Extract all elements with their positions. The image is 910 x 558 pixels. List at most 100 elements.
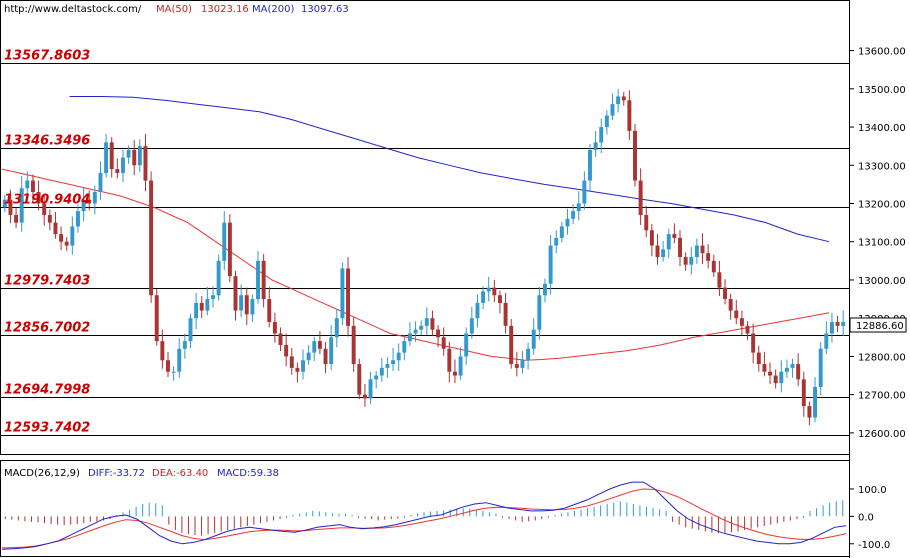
candle-body (509, 325, 514, 365)
candle-body (424, 318, 429, 326)
candle-body (205, 299, 210, 311)
candle-body (694, 245, 699, 258)
candle-body (818, 348, 823, 388)
candle-body (835, 322, 840, 326)
candle-body (154, 295, 159, 342)
candle-body (481, 291, 486, 303)
candle-body (661, 249, 666, 258)
candle-body (604, 115, 609, 128)
macd-dea-line (1, 488, 847, 549)
macd-value: MACD:59.38 (217, 468, 279, 479)
candle-body (53, 222, 58, 235)
candle-body (419, 325, 424, 330)
candle-body (649, 230, 654, 246)
candle-body (700, 245, 705, 254)
candle-body (559, 226, 564, 238)
candle-body (520, 360, 525, 368)
candle-body (362, 394, 367, 399)
ma200-line (69, 96, 830, 243)
candle-body (768, 371, 773, 376)
price-axis: 13600.00 13500.00 13400.00 13300.00 13200.00… (849, 47, 906, 440)
candle-body (329, 337, 334, 365)
candle-body (25, 180, 30, 189)
candle-body (351, 325, 356, 365)
candle-body (312, 341, 317, 353)
candle-body (374, 375, 379, 380)
ma200-value: 13097.63 (301, 4, 349, 15)
candle-body (42, 203, 47, 215)
candle-body (87, 199, 92, 204)
candle-body (531, 329, 536, 349)
ma200-label: MA(200) (252, 4, 294, 15)
candle-body (194, 302, 199, 319)
candle-body (543, 283, 547, 296)
source-url: http://www.deltastock.com/ (4, 4, 142, 15)
macd-diff-line (1, 481, 847, 550)
candle-body (458, 356, 463, 376)
candle-body (475, 302, 480, 319)
candle-body (340, 268, 345, 319)
candle-body (47, 214, 52, 223)
macd-tick-label: 100.0 (858, 485, 887, 496)
y-tick-label: 12600.00 (858, 429, 906, 440)
candle-body (829, 322, 834, 334)
candle-body (379, 367, 384, 376)
candle-body (678, 237, 682, 258)
ma200-path (69, 96, 830, 243)
macd-tick-label: 0.0 (858, 512, 874, 523)
last-price-box (849, 317, 907, 333)
candle-body (19, 188, 24, 223)
candle-body (216, 260, 221, 296)
candle-body (81, 199, 86, 212)
candle-body (711, 260, 716, 273)
candle-body (143, 146, 148, 181)
level-label: 13346.3496 (4, 134, 90, 149)
candle-body (801, 379, 806, 407)
candle-body (447, 348, 452, 372)
candle-body (756, 352, 761, 365)
last-price-label: 12886.60 (856, 321, 904, 332)
candle-body (244, 295, 249, 315)
candle-body (593, 142, 598, 150)
y-tick-label: 13200.00 (858, 200, 906, 211)
candle-body (638, 180, 643, 215)
candle-body (796, 364, 801, 380)
candle-body (621, 96, 626, 101)
candle-body (160, 341, 165, 361)
candle-body (717, 272, 722, 288)
candle-body (807, 406, 812, 418)
candle-body (109, 142, 114, 170)
candle-body (745, 325, 750, 334)
level-labels: 13567.8603 13346.3496 13190.9404 12979.7403… (4, 49, 90, 436)
candle-body (706, 253, 711, 261)
level-label: 12856.7002 (4, 321, 90, 336)
candle-body (137, 146, 142, 166)
y-tick-label: 12800.00 (858, 352, 906, 363)
candle-body (323, 348, 328, 365)
candle-body (8, 199, 13, 215)
candle-body (272, 322, 277, 334)
y-tick-label: 13400.00 (858, 123, 906, 134)
y-tick-label: 13000.00 (858, 276, 906, 287)
candle-body (497, 295, 502, 303)
candle-body (289, 356, 294, 368)
candle-body (492, 287, 497, 296)
candle-body (149, 180, 154, 296)
candle-body (751, 333, 756, 353)
macd-diff: DIFF:-33.72 (88, 468, 145, 479)
candle-body (357, 364, 362, 395)
candle-body (548, 245, 553, 284)
candle-body (537, 295, 542, 330)
candle-body (36, 192, 41, 204)
candle-body (368, 379, 373, 399)
ma50-label: MA(50) (156, 4, 192, 15)
price-panel-frame (0, 0, 850, 455)
candle-body (554, 237, 559, 246)
macd-axis: 100.0 0.0 -100.0 (849, 485, 890, 551)
candle-body (295, 367, 300, 372)
candle-body (30, 180, 35, 193)
candle-body (250, 299, 255, 315)
candle-body (391, 360, 396, 365)
candle-body (779, 371, 784, 384)
